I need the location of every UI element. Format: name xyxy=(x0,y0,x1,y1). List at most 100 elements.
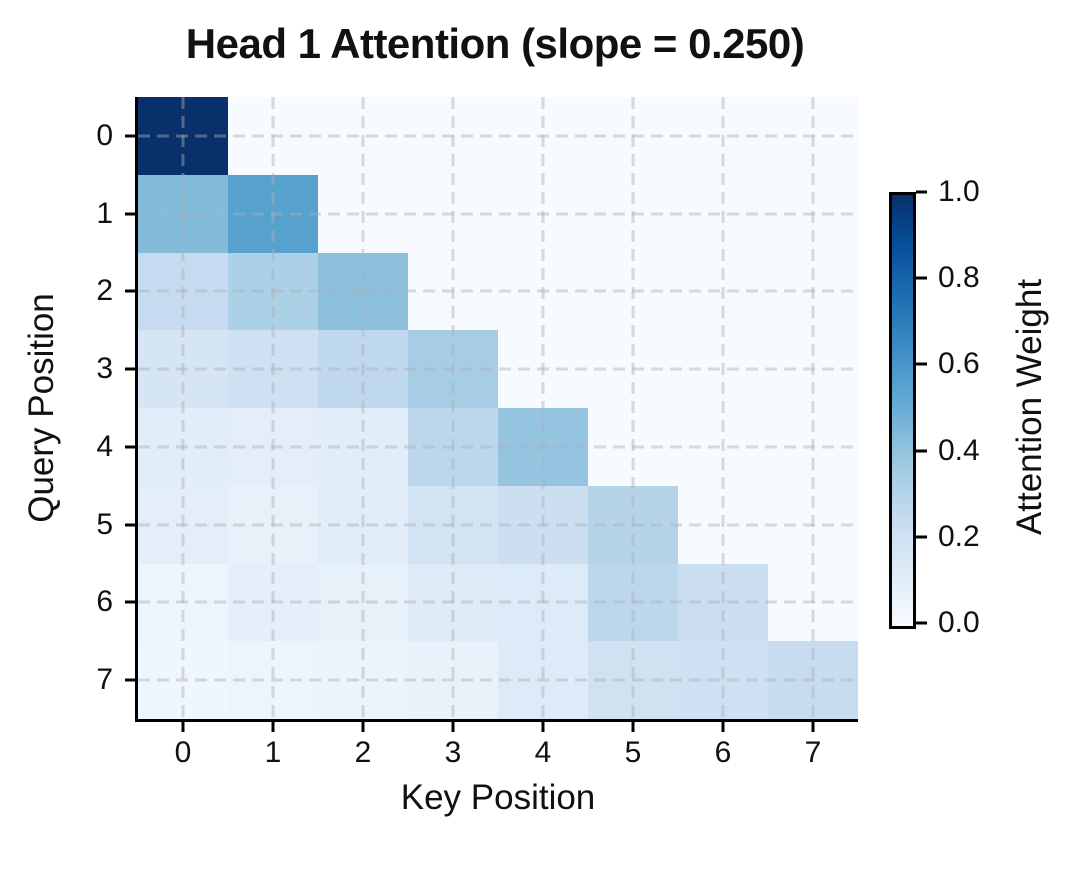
heatmap-cell-r7-c5 xyxy=(588,641,678,719)
colorbar-tick-0.8 xyxy=(916,276,927,280)
y-tick-label-7: 7 xyxy=(96,663,113,697)
x-tick-label-7: 7 xyxy=(804,736,822,769)
x-tick-5 xyxy=(631,722,635,732)
x-tick-label-2: 2 xyxy=(354,736,372,769)
heatmap-cell-r6-c2 xyxy=(318,563,408,642)
x-tick-label-3: 3 xyxy=(444,736,462,769)
y-tick-label-3: 3 xyxy=(96,352,113,386)
y-tick-7 xyxy=(125,678,135,682)
heatmap-cell-r1-c4 xyxy=(498,174,588,253)
x-tick-label-1: 1 xyxy=(264,736,282,769)
heatmap-cell-r1-c3 xyxy=(408,174,498,253)
heatmap-cell-r3-c2 xyxy=(318,330,408,408)
heatmap-cell-r2-c6 xyxy=(678,252,768,331)
colorbar-tick-1.0 xyxy=(916,190,927,194)
colorbar-label: Attention Weight xyxy=(1010,278,1049,536)
heatmap-cell-r0-c6 xyxy=(678,97,768,175)
heatmap-cell-r6-c3 xyxy=(408,563,498,642)
chart-title: Head 1 Attention (slope = 0.250) xyxy=(185,20,805,67)
heatmap-cell-r0-c2 xyxy=(318,97,408,175)
heatmap-cell-r1-c7 xyxy=(768,174,858,253)
heatmap-cell-r7-c2 xyxy=(318,641,408,719)
x-axis-ticks: 0 1 2 3 4 5 6 7 xyxy=(138,722,858,792)
y-tick-3 xyxy=(125,367,135,371)
x-tick-label-5: 5 xyxy=(624,736,642,769)
heatmap-cell-r0-c4 xyxy=(498,97,588,175)
heatmap-cell-r7-c6 xyxy=(678,641,768,719)
colorbar-tick-0.4 xyxy=(916,449,927,453)
heatmap-cell-r5-c3 xyxy=(408,485,498,564)
colorbar-tick-0.2 xyxy=(916,535,927,539)
heatmap-cells xyxy=(138,97,858,719)
heatmap-cell-r2-c3 xyxy=(408,252,498,331)
y-tick-label-1: 1 xyxy=(96,196,113,230)
x-tick-1 xyxy=(271,722,275,732)
y-tick-label-2: 2 xyxy=(96,274,113,308)
heatmap-cell-r5-c2 xyxy=(318,485,408,564)
colorbar-tick-label-0.6: 0.6 xyxy=(938,347,980,381)
heatmap-cell-r3-c1 xyxy=(228,330,318,408)
heatmap-cell-r3-c7 xyxy=(768,330,858,408)
heatmap-cell-r5-c6 xyxy=(678,485,768,564)
heatmap-cell-r1-c5 xyxy=(588,174,678,253)
x-tick-label-0: 0 xyxy=(174,736,192,769)
heatmap-cell-r6-c4 xyxy=(498,563,588,642)
heatmap-cell-r3-c3 xyxy=(408,330,498,408)
heatmap-cell-r7-c4 xyxy=(498,641,588,719)
heatmap-cell-r7-c7 xyxy=(768,641,858,719)
heatmap-cell-r0-c1 xyxy=(228,97,318,175)
heatmap-cell-r4-c1 xyxy=(228,408,318,486)
heatmap-cell-r0-c7 xyxy=(768,97,858,175)
heatmap-cell-r7-c3 xyxy=(408,641,498,719)
x-tick-7 xyxy=(811,722,815,732)
heatmap-cell-r2-c2 xyxy=(318,252,408,331)
colorbar-ticks: 1.0 0.8 0.6 0.4 0.2 0.0 xyxy=(916,177,1076,638)
heatmap-cell-r4-c4 xyxy=(498,408,588,486)
heatmap-cell-r0-c0 xyxy=(138,97,228,175)
heatmap-cell-r4-c6 xyxy=(678,408,768,486)
heatmap-cell-r1-c6 xyxy=(678,174,768,253)
colorbar-tick-0.6 xyxy=(916,362,927,366)
heatmap-cell-r0-c3 xyxy=(408,97,498,175)
heatmap-cell-r5-c7 xyxy=(768,485,858,564)
heatmap-cell-r2-c5 xyxy=(588,252,678,331)
y-tick-0 xyxy=(125,134,135,138)
colorbar-tick-0.0 xyxy=(916,621,927,625)
heatmap-cell-r4-c5 xyxy=(588,408,678,486)
heatmap-cell-r5-c5 xyxy=(588,485,678,564)
colorbar-gradient xyxy=(892,195,913,626)
heatmap-cell-r7-c1 xyxy=(228,641,318,719)
y-tick-1 xyxy=(125,212,135,216)
heatmap-cell-r5-c1 xyxy=(228,485,318,564)
colorbar-tick-label-0.0: 0.0 xyxy=(938,606,980,639)
y-tick-5 xyxy=(125,523,135,527)
y-tick-2 xyxy=(125,289,135,293)
heatmap-cell-r3-c5 xyxy=(588,330,678,408)
x-tick-label-6: 6 xyxy=(714,736,732,769)
x-tick-4 xyxy=(541,722,545,732)
heatmap-cell-r7-c0 xyxy=(138,641,228,719)
heatmap-cell-r6-c6 xyxy=(678,563,768,642)
x-tick-3 xyxy=(451,722,455,732)
y-tick-label-4: 4 xyxy=(96,429,113,463)
heatmap-cell-r3-c4 xyxy=(498,330,588,408)
colorbar-tick-label-1.0: 1.0 xyxy=(938,175,980,208)
colorbar-tick-label-0.8: 0.8 xyxy=(938,261,980,295)
heatmap-cell-r6-c5 xyxy=(588,563,678,642)
heatmap-cell-r2-c1 xyxy=(228,252,318,331)
heatmap-cell-r6-c0 xyxy=(138,563,228,642)
heatmap-cell-r1-c2 xyxy=(318,174,408,253)
heatmap-cell-r3-c0 xyxy=(138,330,228,408)
heatmap-cell-r2-c4 xyxy=(498,252,588,331)
colorbar-tick-label-0.2: 0.2 xyxy=(938,519,980,553)
y-axis-ticks: 0 1 2 3 4 5 6 7 xyxy=(0,97,135,719)
heatmap-cell-r4-c0 xyxy=(138,408,228,486)
heatmap-cell-r3-c6 xyxy=(678,330,768,408)
colorbar xyxy=(889,192,916,629)
x-tick-6 xyxy=(721,722,725,732)
y-axis-label: Query Position xyxy=(22,293,61,523)
heatmap-cell-r4-c3 xyxy=(408,408,498,486)
heatmap-cell-r2-c0 xyxy=(138,252,228,331)
heatmap-cell-r5-c4 xyxy=(498,485,588,564)
